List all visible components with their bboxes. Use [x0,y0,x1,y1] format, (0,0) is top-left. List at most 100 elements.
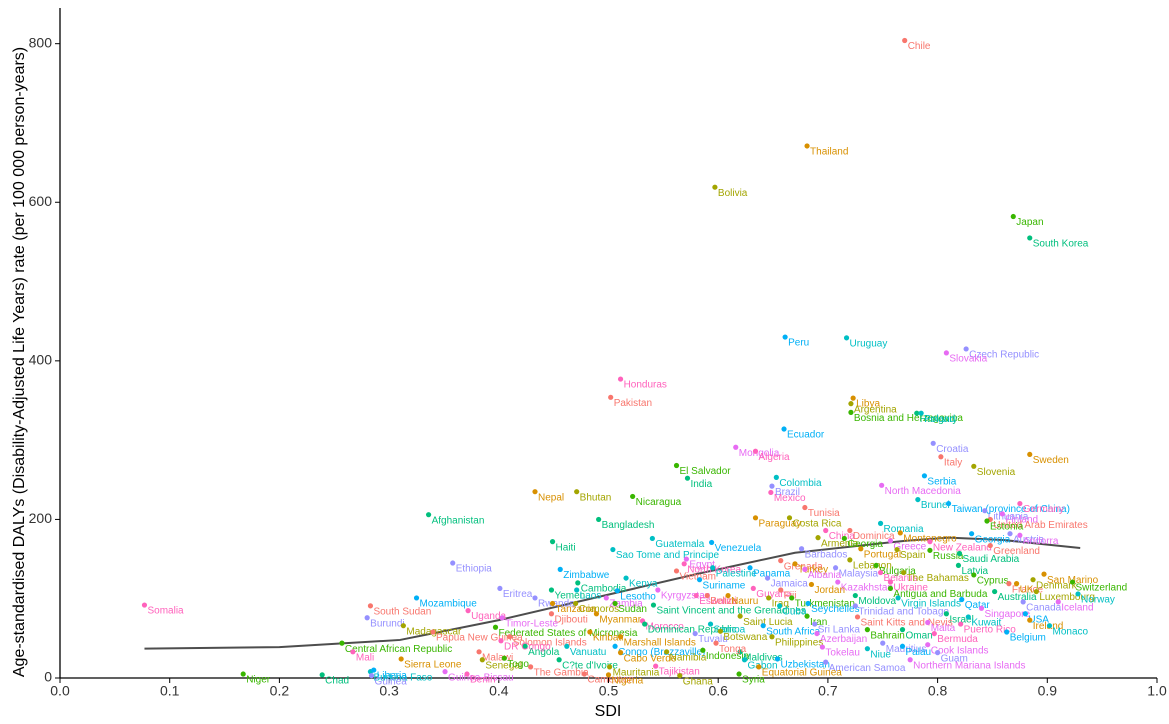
x-tick-label: 0.6 [708,683,728,699]
point-label: Turkmenistan [795,599,855,610]
point [792,561,798,567]
point [574,489,580,495]
point [737,649,743,655]
point-label: Palau [905,647,931,658]
point [476,649,482,655]
point [984,518,990,524]
point [653,663,659,669]
point [709,539,715,546]
point-label: India [690,479,712,490]
point-label: Niger [246,675,271,686]
point-label: Kazakhstan [841,583,893,594]
point-label: Saint Vincent and the Grenadines [656,606,805,617]
point-label: Trinidad and Tobago [858,606,949,617]
point [774,656,781,662]
point-label: Niue [870,649,891,660]
point [802,504,808,511]
point [425,512,432,518]
point [497,585,503,592]
point-label: Guinea [375,676,408,687]
point-label: Taiwan (province of China) [952,504,1070,515]
point [612,643,618,649]
point [549,600,556,607]
point [1004,629,1010,635]
point-label: Cabo Verde [624,653,677,664]
point [1027,235,1033,241]
point-label: Armenia [821,538,859,549]
point [479,657,485,663]
point-label: Morocco [646,622,685,633]
point [786,515,793,521]
point-label: Canada [1026,603,1061,614]
point [1006,581,1012,587]
point-label: Bhutan [580,492,612,503]
point-label: North Korea [687,564,741,575]
point [430,629,436,635]
point [931,630,937,637]
point-label: Dominica [853,531,895,542]
point [548,611,555,617]
point-label: Bolivia [718,188,748,199]
point [769,483,775,489]
point-label: Rwanda [538,599,575,610]
point-label: Honduras [624,380,667,391]
y-tick-label: 400 [29,352,53,368]
point-label: Qatar [965,600,991,611]
point-label: Malawi [482,652,513,663]
point-label: Mexico [774,493,806,504]
point-label: Dominican Republic [648,625,737,636]
point [630,493,636,500]
point-label: Romania [884,524,924,535]
point-label: Iceland [1061,603,1093,614]
point-label: Egypt [689,560,715,571]
point [596,516,602,523]
point [927,547,933,553]
point [750,585,756,592]
point [704,592,710,599]
point-label: Malta [931,623,956,634]
point-label: Tajikistan [659,667,700,678]
point [897,530,903,536]
point [522,643,528,649]
point [339,640,345,646]
point-label: Luxembourg [1039,592,1095,603]
point-label: C?te d'Ivoire [562,660,618,671]
point-label: Botswana [723,632,767,643]
point-label: Georgia [847,539,883,550]
x-tick-label: 0.7 [818,683,838,699]
point-label: Gabon [748,660,778,671]
point-label: Pakistan [614,398,652,409]
point-label: Burkina Faso [373,672,432,683]
point [956,550,963,557]
point [850,395,856,401]
y-tick-label: 800 [29,34,53,50]
point-label: Brazil [775,487,800,498]
x-tick-label: 1.0 [1147,683,1167,699]
point-label: Austria [1013,534,1045,545]
point-label: Nauru [731,596,758,607]
point-label: Guam [941,653,968,664]
point [958,621,964,627]
point [700,647,706,653]
point-label: Guinea-Bissau [448,672,514,683]
point-label: Afghanistan [432,515,485,526]
point [789,595,795,601]
point [741,657,748,663]
point-label: Hungary [920,414,958,425]
point [664,649,670,655]
point [141,602,148,608]
point-label: Turkey [798,564,828,575]
point [673,568,680,574]
point [617,650,624,656]
point-label: Eritrea [503,589,533,600]
point [240,671,246,677]
point [814,630,820,637]
point [955,562,962,569]
point-label: Virgin Islands [901,599,961,610]
point [925,619,931,626]
point [963,346,969,352]
point [692,630,698,637]
point-label: Haiti [556,542,576,553]
point-label: Andorra [1023,536,1059,547]
point [847,557,853,563]
